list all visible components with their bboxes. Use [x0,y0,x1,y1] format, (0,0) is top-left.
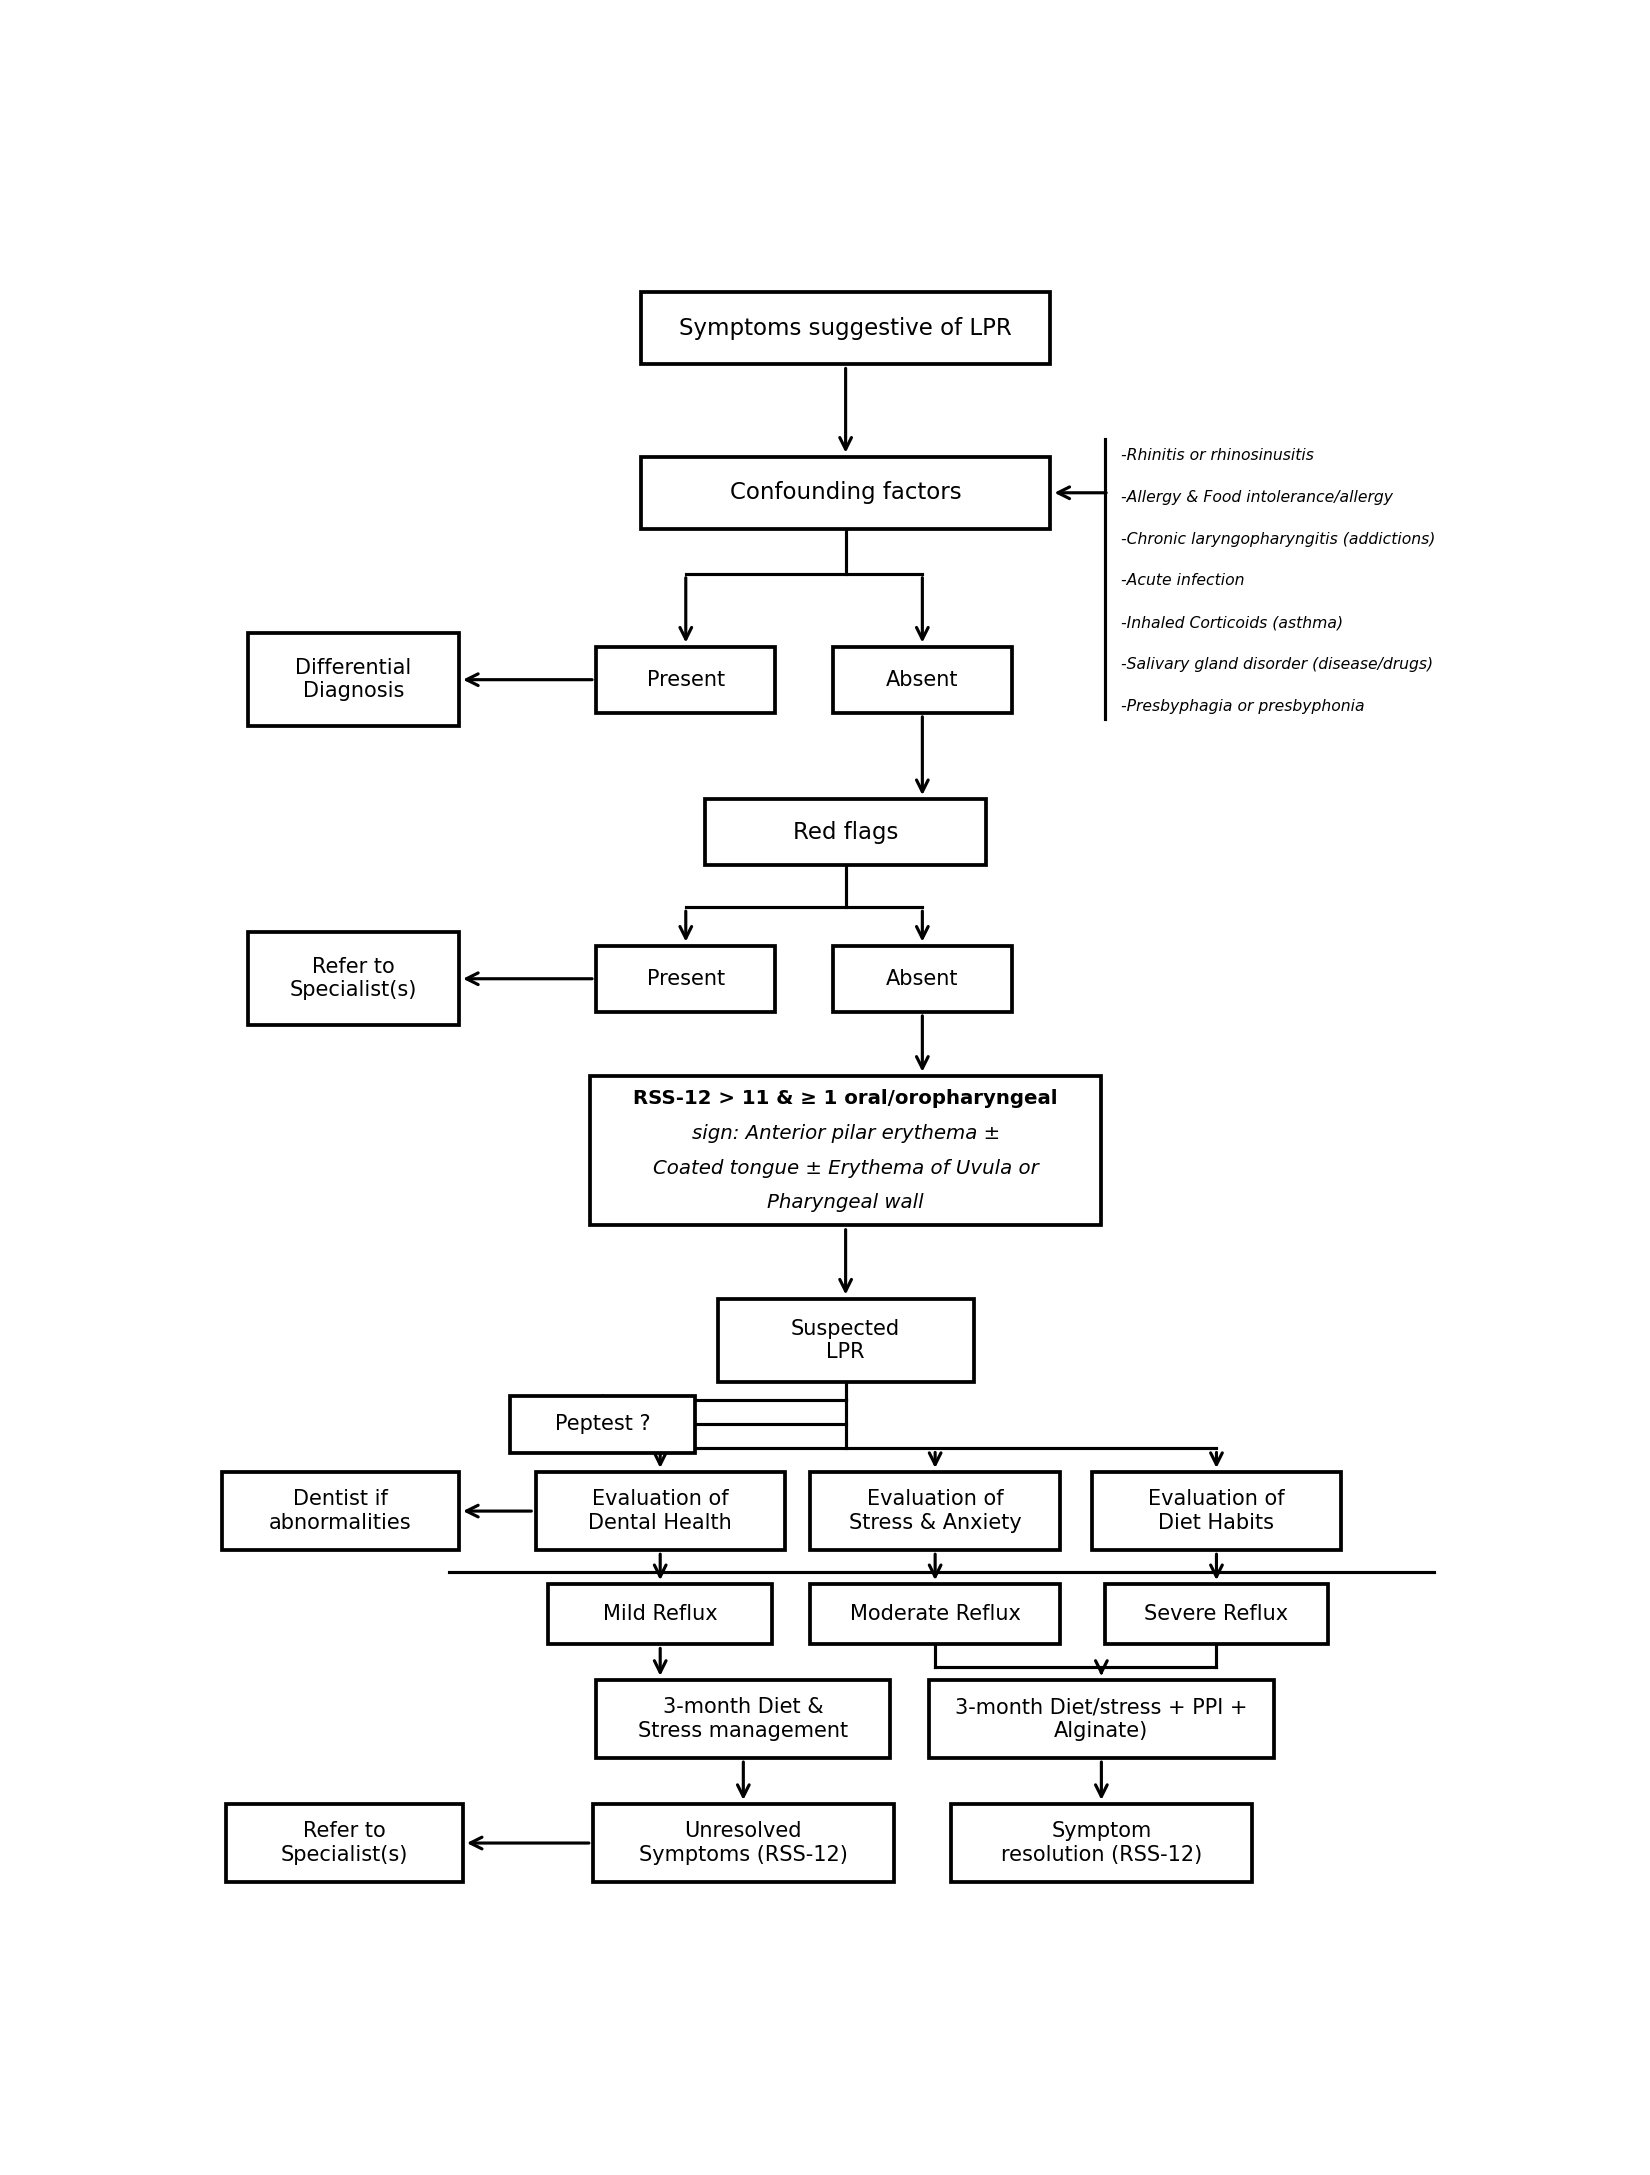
Text: Moderate Reflux: Moderate Reflux [850,1605,1021,1625]
FancyBboxPatch shape [548,1583,772,1644]
FancyBboxPatch shape [226,1805,462,1881]
FancyBboxPatch shape [1092,1472,1341,1551]
FancyBboxPatch shape [596,1679,891,1757]
Text: 3-month Diet &
Stress management: 3-month Diet & Stress management [639,1696,848,1740]
FancyBboxPatch shape [810,1472,1059,1551]
Text: Mild Reflux: Mild Reflux [602,1605,718,1625]
Text: -Allergy & Food intolerance/allergy: -Allergy & Food intolerance/allergy [1120,489,1393,505]
Text: Present: Present [647,670,724,689]
Text: Red flags: Red flags [794,820,898,844]
FancyBboxPatch shape [591,1077,1102,1225]
Text: Evaluation of
Dental Health: Evaluation of Dental Health [589,1490,733,1533]
Text: -Rhinitis or rhinosinusitis: -Rhinitis or rhinosinusitis [1120,448,1313,463]
Text: Refer to
Specialist(s): Refer to Specialist(s) [280,1820,408,1864]
Text: Absent: Absent [886,968,959,990]
FancyBboxPatch shape [510,1396,695,1453]
Text: Symptom
resolution (RSS-12): Symptom resolution (RSS-12) [1002,1820,1201,1864]
FancyBboxPatch shape [592,1805,894,1881]
Text: Suspected
LPR: Suspected LPR [790,1318,901,1362]
Text: Unresolved
Symptoms (RSS-12): Unresolved Symptoms (RSS-12) [639,1820,848,1864]
FancyBboxPatch shape [596,646,776,713]
FancyBboxPatch shape [248,933,459,1024]
Text: Refer to
Specialist(s): Refer to Specialist(s) [290,957,417,1000]
Text: -Inhaled Corticoids (asthma): -Inhaled Corticoids (asthma) [1120,616,1343,631]
FancyBboxPatch shape [950,1805,1252,1881]
Text: Present: Present [647,968,724,990]
FancyBboxPatch shape [929,1679,1274,1757]
Text: sign: Anterior pilar erythema ±: sign: Anterior pilar erythema ± [691,1124,1000,1142]
Text: -Salivary gland disorder (disease/drugs): -Salivary gland disorder (disease/drugs) [1120,657,1432,672]
FancyBboxPatch shape [1104,1583,1328,1644]
FancyBboxPatch shape [248,633,459,726]
FancyBboxPatch shape [640,291,1049,363]
FancyBboxPatch shape [536,1472,785,1551]
Text: Peptest ?: Peptest ? [554,1414,650,1433]
Text: Coated tongue ± Erythema of Uvula or: Coated tongue ± Erythema of Uvula or [653,1159,1038,1177]
Text: RSS-12 > 11 & ≥ 1 oral/oropharyngeal: RSS-12 > 11 & ≥ 1 oral/oropharyngeal [634,1090,1058,1107]
FancyBboxPatch shape [596,946,776,1011]
Text: Differential
Diagnosis: Differential Diagnosis [295,659,411,700]
Text: Evaluation of
Stress & Anxiety: Evaluation of Stress & Anxiety [848,1490,1021,1533]
Text: 3-month Diet/stress + PPI +
Alginate): 3-month Diet/stress + PPI + Alginate) [955,1696,1247,1740]
Text: Confounding factors: Confounding factors [729,481,962,505]
Text: -Acute infection: -Acute infection [1120,574,1244,589]
Text: Evaluation of
Diet Habits: Evaluation of Diet Habits [1148,1490,1285,1533]
FancyBboxPatch shape [223,1472,459,1551]
FancyBboxPatch shape [833,946,1011,1011]
Text: -Chronic laryngopharyngitis (addictions): -Chronic laryngopharyngitis (addictions) [1120,531,1436,546]
FancyBboxPatch shape [718,1298,974,1383]
FancyBboxPatch shape [833,646,1011,713]
Text: Symptoms suggestive of LPR: Symptoms suggestive of LPR [680,318,1011,339]
FancyBboxPatch shape [705,800,987,866]
FancyBboxPatch shape [640,457,1049,529]
Text: Absent: Absent [886,670,959,689]
Text: Pharyngeal wall: Pharyngeal wall [767,1194,924,1211]
FancyBboxPatch shape [810,1583,1059,1644]
Text: Severe Reflux: Severe Reflux [1145,1605,1289,1625]
Text: -Presbyphagia or presbyphonia: -Presbyphagia or presbyphonia [1120,698,1365,713]
Text: Dentist if
abnormalities: Dentist if abnormalities [269,1490,412,1533]
